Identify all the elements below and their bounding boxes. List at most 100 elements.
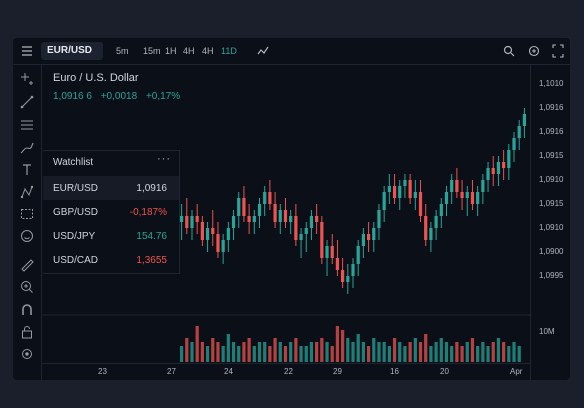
- price-tick: 1,0995: [539, 271, 564, 280]
- price-change: +0,0018: [100, 91, 138, 102]
- symbol-search-button[interactable]: [41, 42, 103, 60]
- lock-icon[interactable]: [17, 324, 37, 340]
- candle-body: [185, 216, 189, 228]
- candle-body: [413, 192, 417, 198]
- watchlist-symbol: USD/CAD: [53, 255, 99, 266]
- volume-bar: [216, 342, 220, 362]
- candle-body: [517, 126, 521, 138]
- indicators-icon[interactable]: [257, 38, 269, 64]
- interval-5m[interactable]: 5m: [116, 46, 129, 56]
- watchlist-title: Watchlist: [53, 157, 94, 168]
- candle-body: [205, 228, 210, 240]
- trend-line-icon[interactable]: [17, 94, 37, 110]
- candle-body: [481, 180, 485, 192]
- candle-body: [424, 216, 428, 240]
- candle-body: [231, 216, 236, 228]
- watchlist-value: 1,0916: [136, 183, 167, 194]
- more-icon[interactable]: ···: [157, 153, 171, 165]
- candle-body: [179, 216, 184, 222]
- zoom-in-icon[interactable]: [17, 279, 37, 295]
- volume-bar: [278, 342, 282, 362]
- candle-body: [304, 228, 308, 234]
- volume-bar: [335, 326, 340, 362]
- volume-bar: [231, 342, 236, 362]
- time-tick: 22: [284, 367, 293, 376]
- price-change-percent: +0,17%: [145, 91, 181, 102]
- volume-bar: [294, 338, 298, 362]
- volume-bar: [517, 346, 521, 362]
- volume-bar: [382, 342, 386, 362]
- candle-body: [392, 186, 397, 198]
- price-tick: 1,0900: [539, 247, 564, 256]
- candle-body: [283, 210, 288, 222]
- volume-bar: [392, 338, 397, 362]
- crosshair-icon[interactable]: [17, 71, 37, 87]
- time-tick: Apr: [510, 367, 523, 376]
- watchlist-symbol: USD/JPY: [53, 231, 96, 242]
- price-axis[interactable]: 1,1010 1,0916 1,0916 1,0915 1,0910 1,091…: [530, 65, 570, 380]
- watchlist-row[interactable]: GBP/USD -0,187%: [43, 200, 179, 224]
- emoji-icon[interactable]: [17, 228, 37, 244]
- candle-body: [502, 162, 506, 168]
- candle-body: [465, 192, 469, 198]
- volume-bar: [179, 346, 184, 362]
- candle-body: [403, 180, 407, 186]
- candle-body: [278, 210, 282, 222]
- candle-body: [237, 198, 241, 216]
- candle-body: [216, 234, 220, 252]
- price-tick: 1,0915: [539, 199, 564, 208]
- interval-1h[interactable]: 1H: [165, 46, 177, 56]
- magnet-icon[interactable]: [17, 302, 37, 318]
- volume-bar: [185, 338, 189, 362]
- watchlist-row[interactable]: EUR/USD 1,0916: [43, 176, 179, 200]
- volume-bar: [444, 342, 449, 362]
- interval-15m[interactable]: 15m: [143, 46, 161, 56]
- volume-bar: [325, 342, 329, 362]
- time-axis[interactable]: 23 27 24 22 29 16 20 Apr: [41, 363, 530, 380]
- brush-icon[interactable]: [17, 140, 37, 156]
- pattern-icon[interactable]: [17, 184, 37, 200]
- search-icon[interactable]: [503, 38, 515, 64]
- candle-body: [366, 234, 371, 240]
- interval-4h[interactable]: 4H: [183, 46, 195, 56]
- watchlist-row[interactable]: USD/CAD 1,3655: [43, 248, 179, 272]
- ruler-icon[interactable]: [17, 257, 37, 273]
- last-price: 1,0916 6: [53, 91, 92, 102]
- interval-4h-alt[interactable]: 4H: [202, 46, 214, 56]
- candle-body: [190, 216, 194, 228]
- candle-body: [252, 216, 256, 222]
- compare-icon[interactable]: [528, 38, 540, 64]
- volume-bar: [476, 346, 480, 362]
- text-icon[interactable]: [17, 162, 37, 178]
- volume-bar: [263, 342, 267, 362]
- interval-11d[interactable]: 11D: [221, 46, 237, 56]
- volume-bar: [320, 338, 324, 362]
- watchlist-row[interactable]: USD/JPY 154.76: [43, 224, 179, 248]
- price-chart[interactable]: [13, 38, 570, 380]
- volume-bar: [387, 346, 391, 362]
- candle-body: [429, 228, 433, 240]
- candle-body: [195, 216, 199, 222]
- watchlist-symbol: GBP/USD: [53, 207, 99, 218]
- watchlist-panel: Watchlist ··· EUR/USD 1,0916 GBP/USD -0,…: [43, 150, 180, 274]
- candle-body: [325, 246, 329, 258]
- volume-bar: [439, 338, 443, 362]
- price-tick: 1,0916: [539, 103, 564, 112]
- candle-body: [221, 240, 225, 252]
- candle-body: [341, 270, 345, 282]
- fib-retracement-icon[interactable]: [17, 117, 37, 133]
- candle-body: [211, 228, 215, 234]
- candle-body: [455, 180, 459, 192]
- menu-icon[interactable]: [21, 38, 33, 64]
- fullscreen-icon[interactable]: [552, 38, 564, 64]
- candle-body: [377, 210, 381, 228]
- candle-body: [320, 222, 324, 258]
- volume-bar: [377, 342, 381, 362]
- volume-bar: [351, 342, 355, 362]
- eye-icon[interactable]: [17, 346, 37, 362]
- price-tick: 1,0910: [539, 223, 564, 232]
- volume-bar: [465, 342, 469, 362]
- volume-bar: [424, 334, 428, 362]
- measure-icon[interactable]: [17, 206, 37, 222]
- candle-body: [247, 216, 251, 222]
